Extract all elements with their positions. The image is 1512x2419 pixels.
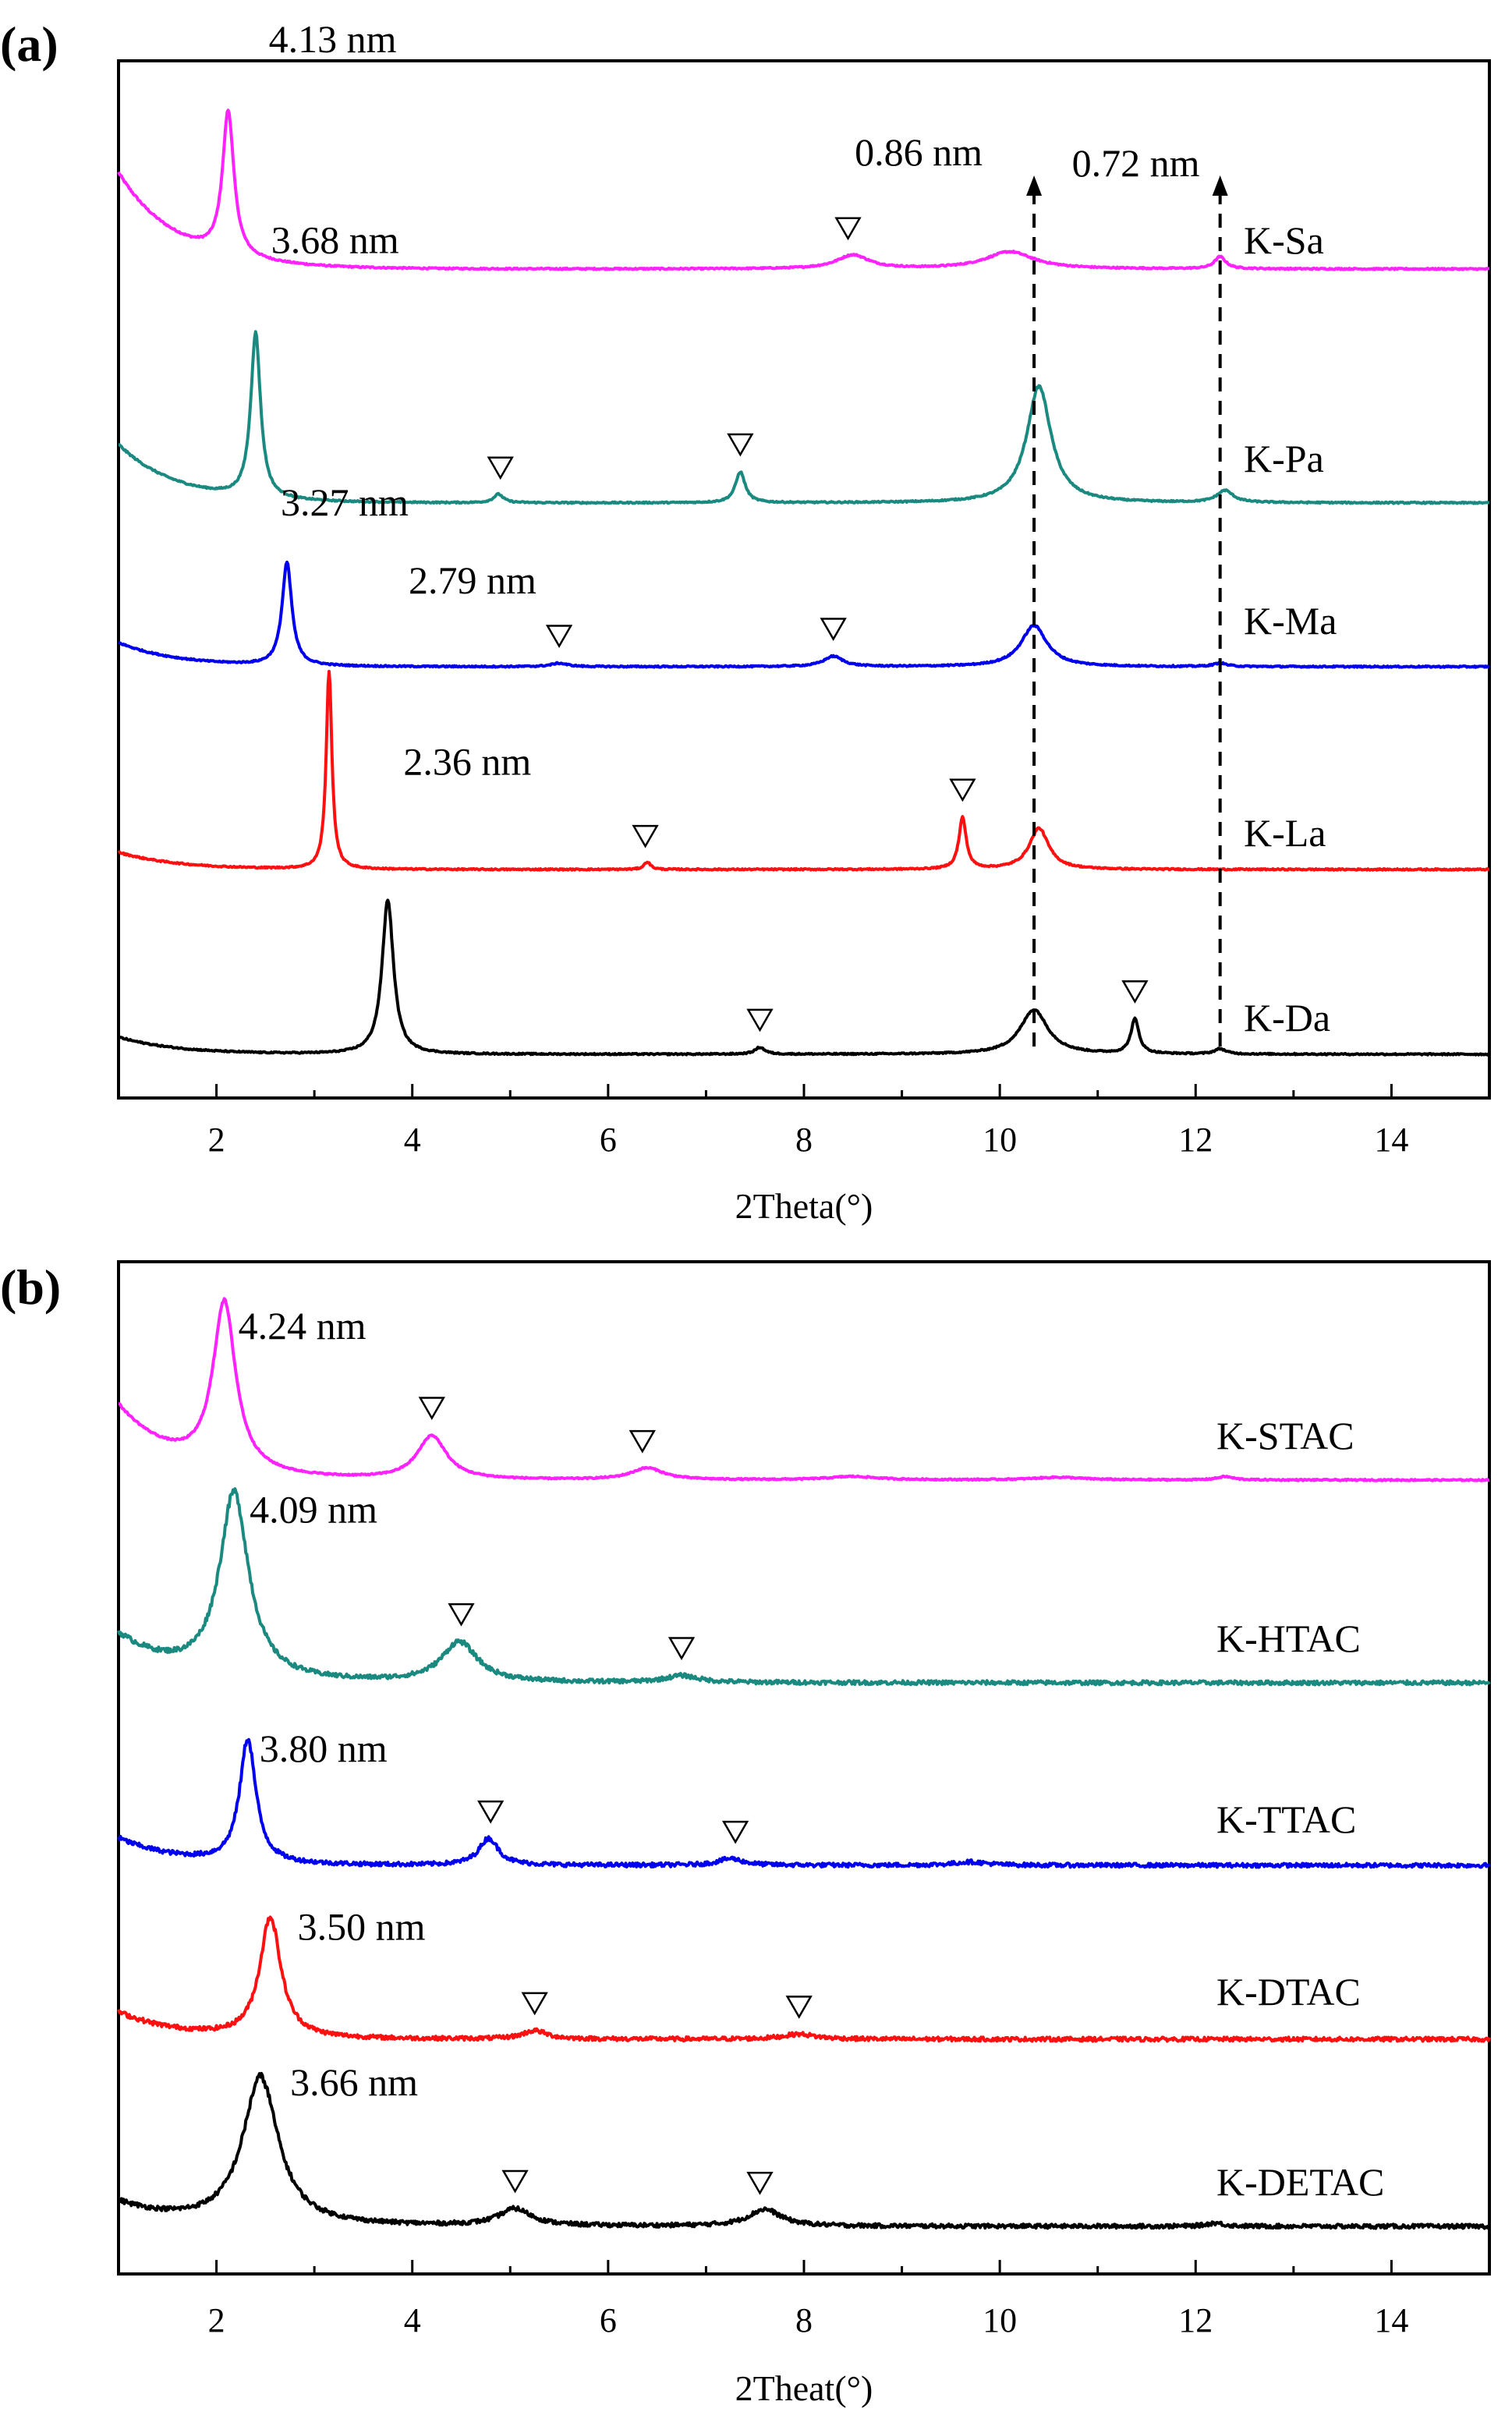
reflection-marker [721,1820,749,1844]
panel-a-x-ticks: 2 4 6 8 10 12 14 [117,1084,1491,1159]
series-line [117,1915,1491,2043]
reflection-marker [632,824,659,848]
x-tick-label: 12 [1178,2301,1213,2339]
x-tick-label: 6 [600,2301,617,2339]
x-tick-label: 8 [795,1121,813,1159]
x-tick-label: 2 [208,2301,225,2339]
series-K-HTAC: 4.09 nm K-HTAC [117,1487,1491,1687]
series-line [117,2071,1491,2230]
series-K-La: 2.79 nm K-La [117,558,1490,872]
x-tick-label: 6 [600,1121,617,1159]
peak-label: 4.24 nm [239,1304,366,1348]
panel-b-x-ticks: 2 4 6 8 10 12 14 [117,2260,1491,2339]
series-name-label: K-STAC [1216,1414,1354,1457]
peak-label: 3.27 nm [281,480,409,524]
panel-a: (a) 2 4 6 8 10 12 14 4.13 nmK-Sa3.68 nmK-Pa3.2… [0,16,1491,1226]
reflection-marker [1121,980,1149,1004]
series-name-label: K-Ma [1244,599,1337,643]
series-name-label: K-Pa [1244,437,1324,480]
series-K-DETAC: 3.66 nm K-DETAC [117,2060,1491,2230]
peak-label: 3.50 nm [298,1905,426,1949]
x-tick-label: 12 [1178,1121,1213,1159]
d-spacing-label: 0.72 nm [1072,141,1200,185]
reflection-marker [521,1992,548,2016]
peak-label: 3.80 nm [260,1727,388,1770]
panel-a-label: (a) [0,16,58,72]
series-name-label: K-HTAC [1216,1617,1361,1660]
peak-label: 3.66 nm [290,2060,418,2104]
reflection-marker [785,1996,813,2019]
series-K-Sa: 4.13 nm K-Sa [117,17,1490,271]
reflection-marker [418,1397,445,1421]
reflection-marker [501,2169,529,2194]
peak-label: 3.68 nm [271,218,399,261]
series-line [118,1297,1490,1482]
series-K-Pa: 3.68 nm K-Pa [118,218,1490,505]
panel-b-label: (b) [0,1259,61,1315]
series-line [117,1487,1491,1687]
x-tick-label: 14 [1374,2301,1408,2339]
d-spacing-label: 0.86 nm [855,130,983,174]
series-name-label: K-TTAC [1216,1797,1356,1841]
panel-a-annotations: 0.86 nm 0.72 nm [855,130,1228,1047]
series-K-TTAC: 3.80 nm K-TTAC [117,1727,1491,1869]
peak-label: 2.36 nm [403,740,531,784]
x-tick-label: 4 [404,2301,421,2339]
reflection-marker [629,1429,656,1454]
reflection-marker [477,1800,505,1824]
series-name-label: K-Sa [1244,218,1324,262]
series-K-Ma: 3.27 nm K-Ma [118,480,1491,669]
reflection-marker [727,433,754,457]
x-tick-label: 10 [983,2301,1017,2339]
series-name-label: K-DTAC [1216,1970,1361,2013]
series-K-DTAC: 3.50 nm K-DTAC [117,1905,1491,2043]
series-line [117,1737,1491,1869]
reflection-marker [667,1637,696,1661]
series-line [117,898,1491,1057]
x-tick-label: 14 [1374,1121,1408,1159]
reflection-marker [487,456,514,480]
panel-a-curves: 4.13 nmK-Sa3.68 nmK-Pa3.27 nmK-Ma2.79 nm… [117,17,1491,1057]
series-line [118,330,1490,505]
x-tick-label: 10 [983,1121,1017,1159]
series-K-Da: 2.36 nm K-Da [117,740,1491,1057]
series-name-label: K-Da [1244,996,1330,1039]
series-line [117,108,1490,271]
reflection-marker [746,1008,774,1032]
series-line [118,560,1491,669]
peak-label: 2.79 nm [409,558,536,602]
panel-a-x-axis-title: 2Theta(°) [735,1186,873,1226]
x-tick-label: 4 [404,1121,421,1159]
series-K-STAC: 4.24 nm K-STAC [118,1297,1490,1482]
arrow-head-icon [1212,175,1228,196]
peak-label: 4.09 nm [250,1488,377,1532]
panel-b-x-axis-title: 2Theat(°) [735,2368,873,2408]
x-tick-label: 8 [795,2301,813,2339]
panel-a-plot-frame [117,59,1491,1100]
reflection-marker [448,1603,475,1627]
reflection-marker [949,778,976,802]
reflection-marker [834,217,862,241]
series-name-label: K-La [1244,811,1326,855]
peak-label: 4.13 nm [269,17,397,61]
arrow-head-icon [1026,175,1043,196]
panel-b: (b) 2 4 6 8 10 12 14 4.24 nm K-STAC 4.09 nm K-HTA… [0,1259,1491,2408]
x-tick-label: 2 [208,1121,225,1159]
series-name-label: K-DETAC [1216,2160,1384,2204]
reflection-marker [820,618,847,641]
reflection-marker [545,625,573,648]
reflection-marker [746,2172,774,2195]
series-line [117,670,1490,872]
